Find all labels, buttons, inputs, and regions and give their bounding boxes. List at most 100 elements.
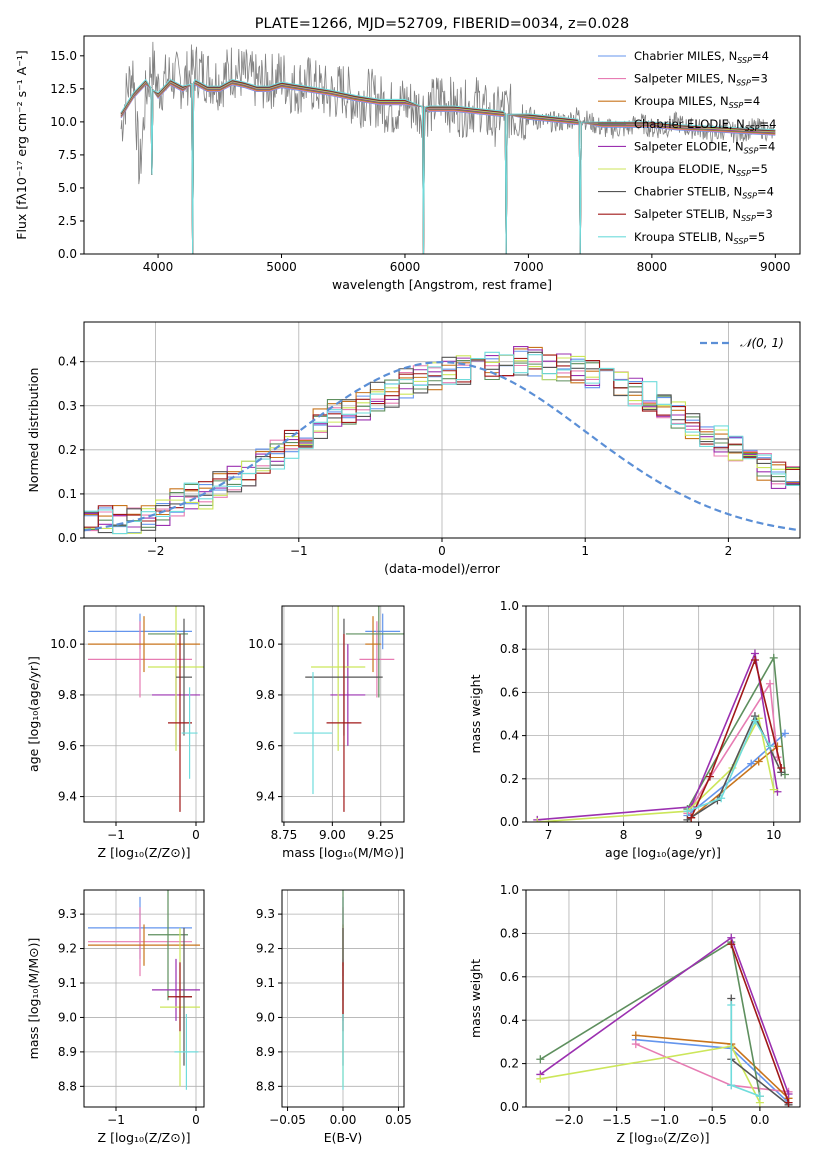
series-line bbox=[540, 1045, 761, 1104]
data-point-marker bbox=[754, 757, 763, 766]
y-tick-label: 1.0 bbox=[500, 599, 519, 613]
y-axis-label: Flux [fλ10⁻¹⁷ erg cm⁻² s⁻¹ A⁻¹] bbox=[14, 50, 29, 239]
y-tick-label: 9.6 bbox=[58, 739, 77, 753]
y-tick-label: 0.2 bbox=[500, 1057, 519, 1071]
y-tick-label: 0.1 bbox=[58, 487, 77, 501]
y-tick-label: 0.6 bbox=[500, 970, 519, 984]
y-tick-label: 1.0 bbox=[500, 883, 519, 897]
x-tick-label: 10 bbox=[766, 828, 781, 842]
data-point-marker bbox=[536, 1055, 545, 1064]
data-point-marker bbox=[536, 1074, 545, 1083]
x-tick-label: 0.05 bbox=[385, 1113, 412, 1127]
histogram-chabrier-stelib bbox=[84, 351, 800, 534]
x-axis-label: Z [log₁₀(Z/Z⊙)] bbox=[98, 845, 191, 860]
point-chabrier-miles bbox=[365, 613, 401, 650]
data-point-marker bbox=[750, 656, 759, 664]
axes-frame bbox=[525, 889, 801, 1108]
data-point-marker bbox=[727, 940, 736, 949]
y-tick-label: 9.2 bbox=[58, 942, 77, 956]
y-tick-label: 9.4 bbox=[256, 790, 275, 804]
weight-vs-age-panel: 7 8 9 10 0.0 0.2 0.4 0.6 0.8 1.0 age [log₁₀(age/yr… bbox=[468, 599, 801, 860]
x-tick-label: 8000 bbox=[637, 260, 668, 274]
y-tick-label: 9.1 bbox=[256, 976, 275, 990]
x-tick-label: 5000 bbox=[266, 260, 297, 274]
y-tick-label: 7.5 bbox=[58, 148, 77, 162]
spectrum-panel: 4000 5000 6000 7000 8000 9000 0.0 2.5 5.0 7.5 10.0… bbox=[14, 16, 801, 292]
data-point-marker bbox=[765, 679, 774, 688]
point-kroupa-stelib bbox=[293, 672, 333, 795]
x-tick-label: −2 bbox=[147, 544, 165, 558]
x-tick-label: 4000 bbox=[143, 260, 174, 274]
data-point-marker bbox=[765, 742, 774, 751]
weight-vs-Z-plot-area bbox=[536, 933, 793, 1107]
y-tick-label: 0.3 bbox=[58, 399, 77, 413]
y-tick-label: 9.3 bbox=[58, 907, 77, 921]
data-point-marker bbox=[769, 653, 778, 662]
y-tick-label: 10.0 bbox=[50, 637, 77, 651]
point-kroupa-miles bbox=[365, 616, 381, 673]
mass-vs-EBV-panel: −0.05 0.00 0.05 8.8 8.9 9.0 9.1 9.2 9.3 E(B-V) bbox=[256, 889, 412, 1145]
y-tick-label: 0.0 bbox=[500, 1100, 519, 1114]
series-kroupa-stelib bbox=[727, 1001, 764, 1101]
y-tick-label: 9.8 bbox=[256, 688, 275, 702]
age-vs-Z-plot-area bbox=[88, 606, 204, 812]
data-point-marker bbox=[769, 785, 778, 794]
y-tick-label: 5.0 bbox=[58, 181, 77, 195]
legend: 𝒩(0, 1) bbox=[700, 336, 784, 350]
series-line bbox=[690, 745, 778, 819]
point-salpeter-stelib bbox=[168, 633, 192, 812]
x-tick-label: −2.0 bbox=[554, 1113, 583, 1127]
y-tick-label: 8.9 bbox=[256, 1045, 275, 1059]
legend-entry: Chabrier ELODIE, NSSP=4 bbox=[634, 117, 776, 133]
series-salpeter-miles bbox=[683, 679, 782, 818]
legend: Chabrier MILES, NSSP=4 Salpeter MILES, NS… bbox=[598, 49, 776, 246]
legend-entry: Kroupa MILES, NSSP=4 bbox=[634, 94, 760, 110]
series-kroupa-stelib bbox=[683, 716, 774, 816]
series-line bbox=[686, 681, 779, 814]
data-point-marker bbox=[533, 818, 542, 822]
x-axis-label: wavelength [Angstrom, rest frame] bbox=[332, 277, 552, 292]
x-axis-label: E(B-V) bbox=[324, 1130, 363, 1145]
x-axis-label: Z [log₁₀(Z/Z⊙)] bbox=[98, 1130, 191, 1145]
x-tick-label: −1 bbox=[290, 544, 308, 558]
x-tick-label: −1 bbox=[107, 1113, 125, 1127]
axes-frame bbox=[83, 605, 205, 823]
data-point-marker bbox=[687, 813, 696, 822]
y-tick-label: 9.0 bbox=[256, 1010, 275, 1024]
x-axis-label: (data-model)/error bbox=[384, 561, 501, 576]
y-tick-label: 9.3 bbox=[256, 907, 275, 921]
y-axis-label: mass weight bbox=[468, 674, 483, 753]
data-point-marker bbox=[631, 1040, 640, 1049]
x-tick-label: 0 bbox=[192, 828, 200, 842]
x-tick-label: 0.0 bbox=[750, 1113, 769, 1127]
y-tick-label: 12.5 bbox=[50, 82, 77, 96]
x-axis-label: Z [log₁₀(Z/Z⊙)] bbox=[617, 1130, 710, 1145]
data-point-marker bbox=[727, 1001, 736, 1010]
age-vs-mass-panel: 8.75 9.00 9.25 9.4 9.6 9.8 10.0 mass [log₁₀(M/M… bbox=[248, 605, 405, 860]
data-point-marker bbox=[683, 807, 692, 816]
axes-frame bbox=[83, 35, 801, 255]
point-kroupa-miles bbox=[88, 616, 200, 673]
mass-vs-Z-plot-area bbox=[88, 890, 200, 1090]
point-kroupa-miles bbox=[88, 924, 200, 966]
weight-vs-Z-panel: −2.0 −1.5 −1.0 −0.5 0.0 0.0 0.2 0.4 0.6 0.8 1.0 Z [… bbox=[468, 883, 801, 1145]
x-tick-label: 8.75 bbox=[271, 828, 298, 842]
data-point-marker bbox=[755, 1092, 764, 1101]
x-tick-label: −1 bbox=[107, 828, 125, 842]
series-salpeter-stelib bbox=[687, 656, 786, 822]
data-point-marker bbox=[780, 729, 789, 738]
data-point-marker bbox=[777, 764, 786, 772]
series-salpeter-stelib bbox=[727, 940, 793, 1107]
series-line bbox=[537, 650, 779, 821]
x-axis-label: age [log₁₀(age/yr)] bbox=[605, 845, 721, 860]
x-tick-label: −1.0 bbox=[650, 1113, 679, 1127]
y-tick-label: 10.0 bbox=[248, 637, 275, 651]
x-tick-label: 9.25 bbox=[367, 828, 394, 842]
histogram-kroupa-stelib bbox=[84, 351, 800, 535]
y-tick-label: 0.8 bbox=[500, 926, 519, 940]
series-line-kroupa-stelib bbox=[120, 78, 776, 254]
y-tick-label: 8.9 bbox=[58, 1045, 77, 1059]
x-tick-label: 9000 bbox=[760, 260, 791, 274]
x-tick-label: 1 bbox=[581, 544, 589, 558]
